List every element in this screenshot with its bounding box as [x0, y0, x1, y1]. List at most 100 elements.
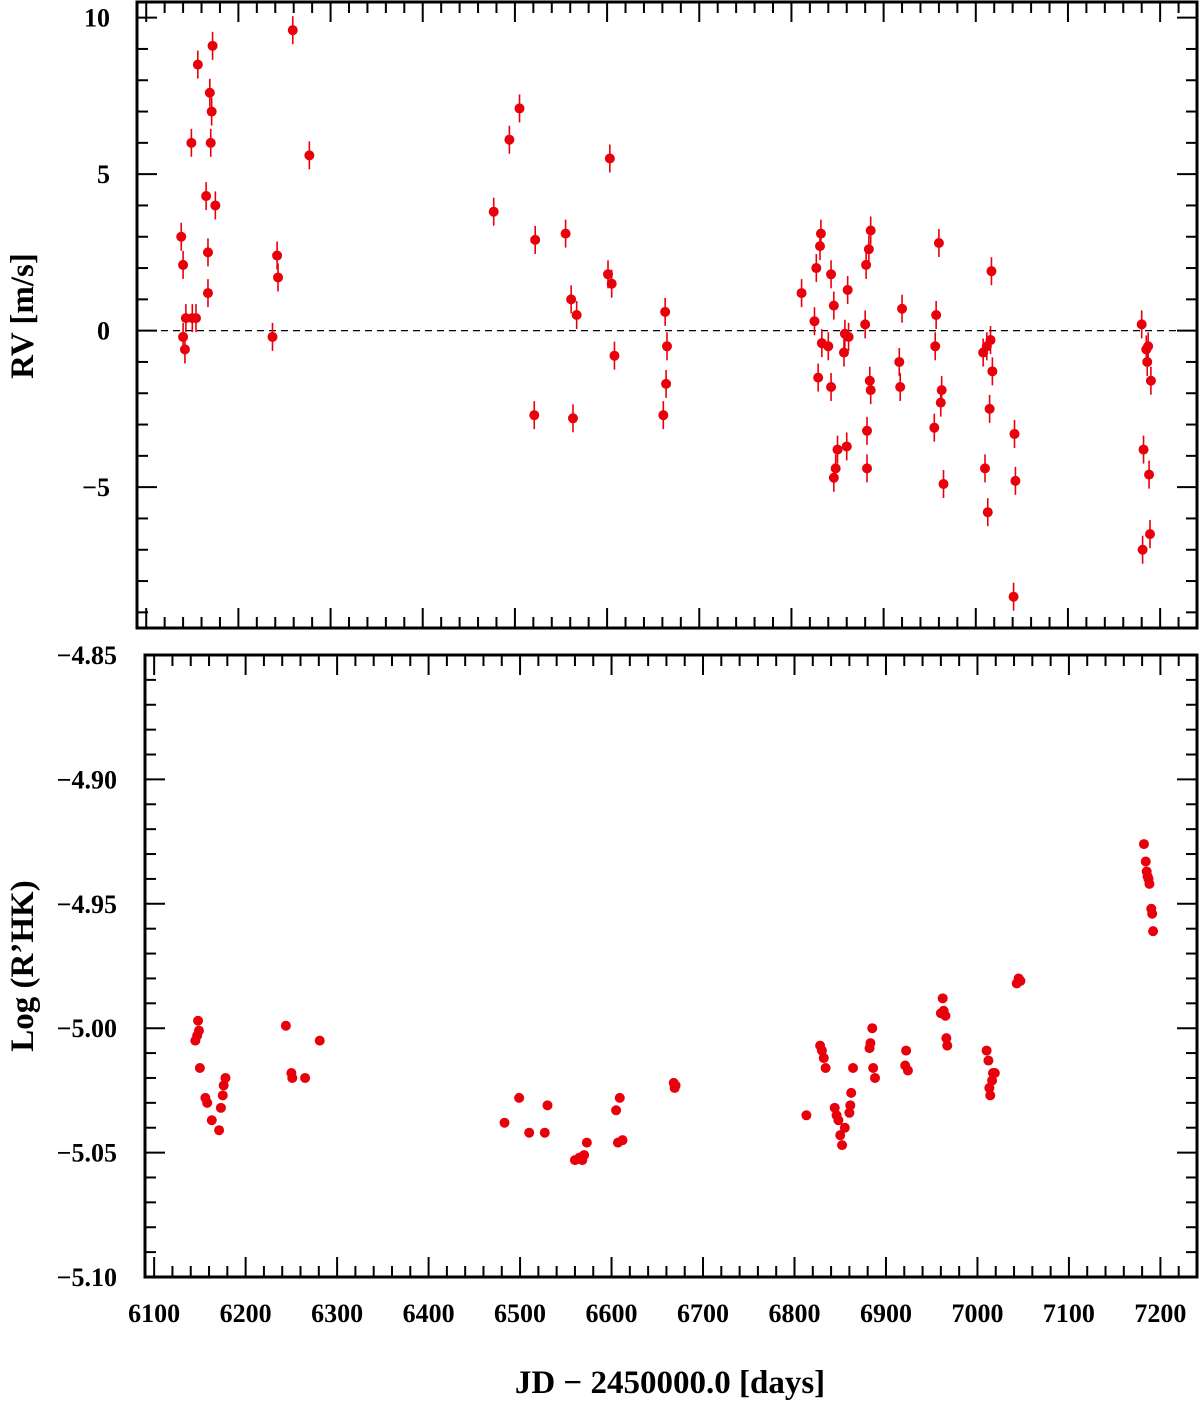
activity-point: [867, 1023, 878, 1034]
activity-point: [981, 1045, 992, 1056]
x-tick-label: 7000: [951, 1299, 1003, 1328]
rv-point: [815, 241, 826, 252]
activity-point: [539, 1127, 550, 1138]
activity-point: [985, 1090, 996, 1101]
rv-point: [488, 206, 499, 217]
activity-point: [868, 1063, 879, 1074]
activity-axis-ticks: [145, 654, 1198, 1278]
activity-point: [524, 1127, 535, 1138]
activity-point: [1147, 908, 1158, 919]
activity-point: [194, 1063, 205, 1074]
rv-point: [984, 403, 995, 414]
rv-point: [202, 247, 213, 258]
rv-point: [813, 372, 824, 383]
activity-point: [848, 1063, 859, 1074]
activity-point: [869, 1072, 880, 1083]
rv-point: [571, 310, 582, 320]
rv-point: [842, 284, 853, 295]
rv-point: [863, 244, 874, 255]
rv-point: [190, 313, 201, 324]
rv-point: [1008, 591, 1019, 602]
rv-point: [935, 397, 946, 408]
rv-point: [862, 425, 873, 436]
rv-point: [530, 234, 541, 245]
rv-point: [267, 331, 278, 342]
rv-point: [931, 310, 942, 320]
x-tick-label: 6300: [311, 1299, 363, 1328]
x-tick-label: 7200: [1134, 1299, 1186, 1328]
rv-point: [514, 103, 525, 114]
x-tick-label: 6800: [768, 1299, 820, 1328]
rv-point: [982, 507, 993, 518]
activity-point: [193, 1025, 204, 1036]
activity-point: [670, 1080, 681, 1091]
activity-point: [816, 1045, 827, 1056]
x-tick-label: 7100: [1043, 1299, 1095, 1328]
rv-point: [604, 153, 615, 164]
activity-point: [940, 1010, 951, 1021]
activity-point: [818, 1053, 829, 1064]
y-tick-label: −5: [82, 473, 110, 502]
x-tick-label: 6400: [403, 1299, 455, 1328]
rv-point: [304, 150, 315, 161]
activity-point: [499, 1117, 510, 1128]
activity-point: [844, 1107, 855, 1118]
activity-point: [829, 1102, 840, 1113]
rv-point: [936, 385, 947, 396]
rv-point: [796, 288, 807, 299]
activity-point: [1144, 878, 1155, 889]
activity-panel-frame: [143, 653, 1199, 1279]
rv-point: [811, 263, 822, 274]
activity-point: [214, 1125, 225, 1136]
rv-point: [529, 410, 540, 421]
rv-panel-frame: [135, 0, 1199, 630]
rv-point: [205, 137, 216, 148]
activity-point: [937, 993, 948, 1004]
activity-point: [1148, 926, 1159, 937]
y-tick-label: 5: [97, 160, 110, 189]
activity-point: [901, 1045, 912, 1056]
x-tick-label: 6500: [494, 1299, 546, 1328]
rv-y-tick-labels: 10 5 0 −5: [82, 4, 110, 502]
activity-point: [941, 1033, 952, 1044]
rv-point: [826, 269, 837, 280]
rv-axis-ticks: [137, 2, 1198, 628]
activity-point: [839, 1122, 850, 1133]
activity-point: [902, 1065, 913, 1076]
x-tick-label: 6600: [586, 1299, 638, 1328]
activity-y-axis-label: Log (R’HK): [5, 880, 41, 1051]
activity-point: [218, 1080, 229, 1091]
rv-point: [980, 463, 990, 474]
rv-point: [1142, 356, 1153, 367]
rv-point: [179, 344, 190, 355]
rv-point: [1143, 341, 1154, 352]
rv-point: [662, 341, 672, 352]
rv-point: [823, 341, 834, 352]
rv-point: [603, 269, 614, 280]
rv-data-points: [176, 16, 1156, 611]
rv-point: [1009, 428, 1020, 439]
activity-point: [617, 1135, 628, 1146]
rv-point: [273, 272, 284, 283]
rv-point: [826, 381, 837, 392]
activity-point: [287, 1072, 298, 1083]
activity-point: [835, 1130, 846, 1141]
rv-point: [1137, 544, 1148, 555]
rv-point: [933, 238, 944, 249]
rv-point: [660, 306, 671, 317]
rv-point: [204, 87, 215, 98]
rv-point: [929, 422, 940, 433]
rv-point: [201, 191, 212, 202]
activity-point: [514, 1092, 525, 1103]
y-tick-label: −4.90: [57, 765, 117, 794]
activity-point: [193, 1015, 204, 1026]
activity-point: [206, 1115, 217, 1126]
rv-point: [504, 134, 515, 145]
rv-point: [865, 225, 876, 236]
rv-point: [930, 341, 941, 352]
y-tick-label: −5.10: [57, 1263, 117, 1292]
rv-point: [895, 381, 906, 392]
activity-point: [202, 1097, 213, 1108]
activity-point: [614, 1092, 625, 1103]
activity-point: [1140, 856, 1151, 867]
